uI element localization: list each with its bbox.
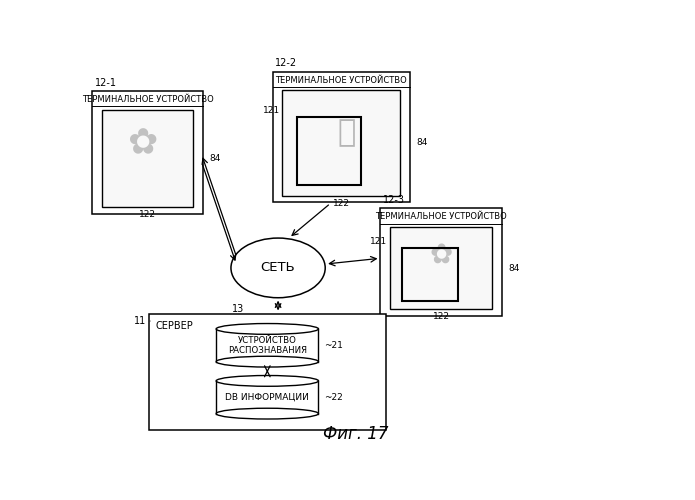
Bar xyxy=(390,227,492,309)
Ellipse shape xyxy=(216,376,318,386)
Text: ~21: ~21 xyxy=(324,341,343,350)
Text: ТЕРМИНАЛЬНОЕ УСТРОЙСТВО: ТЕРМИНАЛЬНОЕ УСТРОЙСТВО xyxy=(375,212,507,221)
Bar xyxy=(282,90,400,196)
Text: ✿: ✿ xyxy=(430,240,452,268)
Text: ✿: ✿ xyxy=(127,128,157,162)
Text: 12-3: 12-3 xyxy=(383,195,405,205)
Bar xyxy=(380,208,502,316)
Ellipse shape xyxy=(216,408,318,419)
Ellipse shape xyxy=(216,356,318,367)
Text: 12-1: 12-1 xyxy=(95,78,117,88)
Bar xyxy=(102,110,193,207)
Text: DB ИНФОРМАЦИИ: DB ИНФОРМАЦИИ xyxy=(225,393,309,402)
Bar xyxy=(402,248,458,301)
Text: 84: 84 xyxy=(416,138,428,147)
Bar xyxy=(149,314,386,430)
Text: 11: 11 xyxy=(134,316,146,326)
Text: ТЕРМИНАЛЬНОЕ УСТРОЙСТВО: ТЕРМИНАЛЬНОЕ УСТРОЙСТВО xyxy=(275,76,407,84)
Polygon shape xyxy=(216,381,318,414)
Text: 12-2: 12-2 xyxy=(275,58,297,68)
Text: 121: 121 xyxy=(370,236,387,246)
Text: СЕРВЕР: СЕРВЕР xyxy=(155,321,193,331)
Text: 84: 84 xyxy=(508,264,519,272)
Text: ~22: ~22 xyxy=(324,393,343,402)
Bar xyxy=(92,91,203,214)
Text: 84: 84 xyxy=(209,154,220,163)
Text: СЕТЬ: СЕТЬ xyxy=(261,262,295,274)
Text: 121: 121 xyxy=(263,106,279,115)
Polygon shape xyxy=(216,329,318,362)
Text: 122: 122 xyxy=(333,198,350,207)
Bar xyxy=(297,116,361,185)
Text: 122: 122 xyxy=(139,210,156,219)
Text: УСТРОЙСТВО
РАСПОЗНАВАНИЯ: УСТРОЙСТВО РАСПОЗНАВАНИЯ xyxy=(228,336,306,355)
Ellipse shape xyxy=(231,238,325,298)
Text: ⛩: ⛩ xyxy=(338,118,356,148)
Text: 13: 13 xyxy=(232,304,245,314)
Bar xyxy=(272,72,410,202)
Text: ТЕРМИНАЛЬНОЕ УСТРОЙСТВО: ТЕРМИНАЛЬНОЕ УСТРОЙСТВО xyxy=(81,95,213,104)
Text: Фиг. 17: Фиг. 17 xyxy=(323,425,389,443)
Ellipse shape xyxy=(216,324,318,334)
Text: 122: 122 xyxy=(432,312,450,321)
